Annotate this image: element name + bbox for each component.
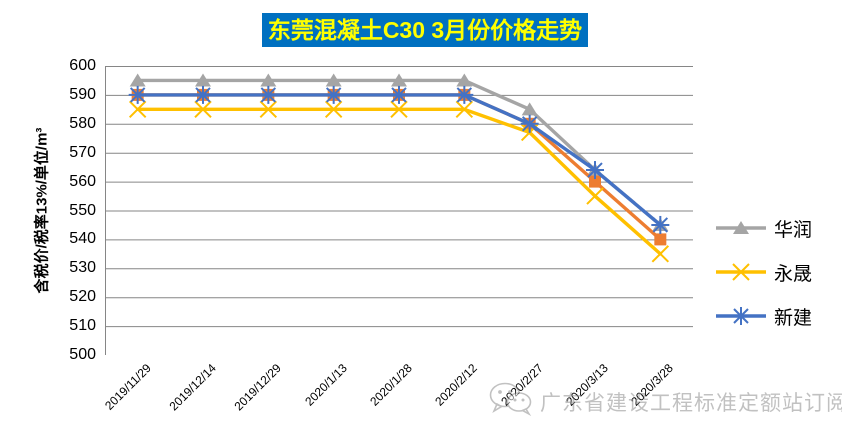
data-point-marker	[194, 85, 212, 104]
legend-label: 永晟	[774, 263, 813, 285]
data-point-marker	[586, 187, 604, 205]
plot-svg	[105, 66, 693, 355]
data-point-marker	[651, 215, 670, 234]
data-point-marker	[129, 73, 146, 87]
data-point-marker	[455, 85, 474, 104]
legend-item-新建[interactable]: 新建	[714, 294, 834, 338]
y-axis-tick-label: 550	[69, 201, 96, 219]
data-point-marker	[390, 85, 408, 104]
y-axis-tick-label: 500	[69, 346, 96, 363]
data-point-marker	[456, 73, 473, 87]
legend-key-asterisk-icon	[714, 305, 768, 327]
x-axis-tick-label: 2019/12/14	[166, 361, 219, 414]
chart-legend: 华润 永晟 新建	[714, 206, 834, 338]
data-point-marker	[128, 85, 147, 104]
x-axis-tick-label: 2019/12/29	[231, 361, 285, 414]
series-unnamed-1	[131, 88, 667, 246]
data-point-marker	[586, 161, 604, 180]
data-point-marker	[260, 73, 277, 87]
chart-title: 东莞混凝土C30 3月份价格走势	[262, 13, 588, 47]
y-axis-tick-label: 570	[69, 143, 96, 161]
watermark: 广东省建设工程标准定额站订阅号	[489, 382, 842, 421]
data-point-marker	[520, 114, 539, 133]
y-axis-tick-label: 540	[69, 230, 96, 248]
data-point-marker	[654, 233, 667, 246]
data-point-marker	[521, 102, 538, 116]
y-axis-tick-label: 580	[69, 114, 96, 132]
legend-key-cross-icon	[714, 261, 768, 283]
data-point-marker	[325, 73, 342, 87]
data-point-marker	[128, 100, 147, 119]
x-axis-tick-label: 2020/1/13	[301, 361, 350, 409]
data-point-marker	[651, 245, 670, 263]
x-axis-tick-label: 2020/2/12	[432, 361, 481, 409]
x-axis-tick-label: 2019/11/29	[101, 361, 154, 413]
y-axis-tick-label: 510	[69, 317, 96, 335]
y-axis-tick-label: 600	[69, 57, 96, 74]
y-axis-title: 含税价/税率13%/单位/m³	[33, 127, 51, 294]
y-axis-tick-label: 560	[69, 172, 96, 190]
plot-area	[105, 66, 693, 355]
legend-label: 新建	[774, 307, 813, 329]
series-永晟	[128, 100, 670, 263]
data-point-marker	[733, 221, 749, 234]
x-axis-tick-label: 2020/2/27	[497, 361, 546, 409]
x-axis-tick-label: 2020/3/13	[563, 361, 611, 409]
data-point-marker	[455, 100, 474, 119]
data-point-marker	[195, 73, 211, 87]
data-point-marker	[259, 100, 278, 119]
y-axis-tick-label: 530	[69, 259, 96, 277]
data-point-marker	[589, 175, 601, 188]
y-axis-tick-label: 590	[69, 85, 96, 103]
series-新建	[128, 85, 670, 234]
legend-label: 华润	[774, 219, 813, 241]
legend-item-华润[interactable]: 华润	[714, 206, 834, 250]
data-point-marker	[732, 307, 750, 325]
legend-key-triangle-icon	[714, 217, 768, 239]
data-point-marker	[259, 85, 278, 104]
data-point-marker	[391, 73, 407, 87]
data-point-marker	[324, 100, 343, 119]
y-axis-tick-label: 520	[69, 288, 96, 306]
x-axis-tick-label: 2020/3/28	[628, 361, 677, 409]
data-point-marker	[194, 100, 212, 119]
data-point-marker	[324, 85, 343, 104]
legend-item-永晟[interactable]: 永晟	[714, 250, 834, 294]
x-axis-tick-label: 2020/1/28	[367, 361, 415, 409]
data-point-marker	[732, 263, 750, 281]
data-point-marker	[390, 100, 408, 119]
